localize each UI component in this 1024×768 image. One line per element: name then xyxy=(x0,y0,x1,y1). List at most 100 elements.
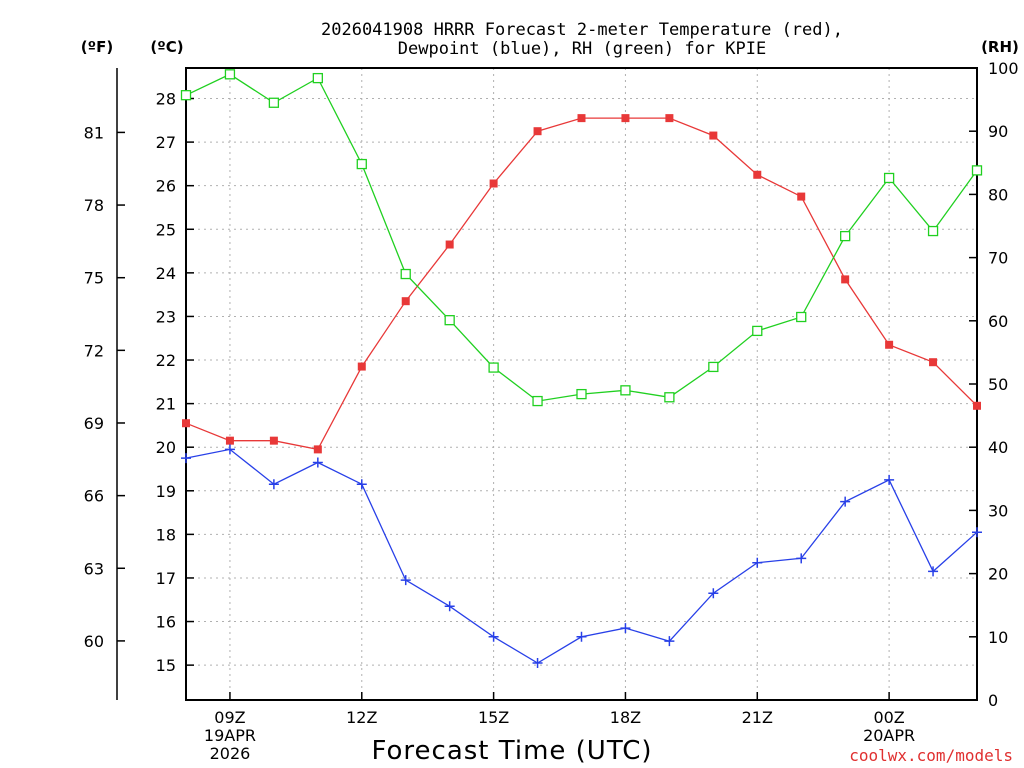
rh-point xyxy=(840,230,851,242)
temperature-point xyxy=(665,114,674,123)
rh-point xyxy=(664,392,675,403)
rh-tick-label: 70 xyxy=(988,249,1008,268)
rh-point xyxy=(312,72,323,84)
fahrenheit-tick-label: 63 xyxy=(84,559,104,578)
dewpoint-point xyxy=(928,566,939,577)
dewpoint-point xyxy=(268,479,279,490)
rh-tick-label: 10 xyxy=(988,628,1008,647)
dewpoint-point xyxy=(884,474,895,485)
temperature-point xyxy=(841,275,850,284)
temperature-point xyxy=(489,179,498,188)
dewpoint-point xyxy=(664,636,675,647)
rh-tick-label: 100 xyxy=(988,59,1019,78)
rh-point xyxy=(356,158,367,170)
plot-frame xyxy=(185,67,978,701)
x-tick-label: 19APR xyxy=(204,726,256,745)
celsius-tick-label: 26 xyxy=(156,177,176,196)
rh-point xyxy=(488,362,499,373)
celsius-tick-label: 22 xyxy=(156,351,176,370)
dewpoint-point xyxy=(796,553,807,564)
celsius-tick-label: 23 xyxy=(156,307,176,326)
fahrenheit-tick-label: 75 xyxy=(84,269,104,288)
rh-line xyxy=(185,73,978,402)
fahrenheit-tick-label: 69 xyxy=(84,414,104,433)
rh-point xyxy=(883,172,895,184)
rh-point xyxy=(576,388,587,400)
rh-point xyxy=(444,315,455,326)
celsius-tick-label: 25 xyxy=(156,220,176,239)
temperature-point xyxy=(445,240,454,249)
celsius-tick-label: 17 xyxy=(156,569,176,588)
credit-text: coolwx.com/models xyxy=(849,746,1013,765)
rh-point xyxy=(971,165,983,176)
dewpoint-point xyxy=(972,527,982,538)
temperature-point xyxy=(797,192,806,201)
dewpoint-point xyxy=(488,631,499,642)
axis-ticks: 15 16 17 18 19 20 21 22 23 24 25 26 27 28 60 63 66 69 72 75… xyxy=(84,59,1019,763)
rh-tick-label: 0 xyxy=(988,691,998,710)
temperature-point xyxy=(709,131,718,140)
rh-point xyxy=(752,325,763,337)
temperature-point xyxy=(182,419,190,428)
temperature-point xyxy=(533,127,542,136)
celsius-tick-label: 16 xyxy=(156,613,176,632)
dewpoint-point xyxy=(400,575,411,586)
dewpoint-line xyxy=(185,448,978,664)
celsius-unit-label: (ºC) xyxy=(150,38,183,56)
temperature-point xyxy=(753,170,762,179)
celsius-tick-label: 27 xyxy=(156,133,176,152)
rh-unit-label: (RH) xyxy=(981,38,1019,56)
celsius-tick-label: 15 xyxy=(156,656,176,675)
rh-point xyxy=(796,311,807,323)
rh-point xyxy=(927,225,939,237)
celsius-tick-label: 24 xyxy=(156,264,176,283)
dewpoint-point xyxy=(312,457,323,468)
rh-point xyxy=(180,90,192,101)
rh-point xyxy=(268,97,280,108)
rh-tick-label: 60 xyxy=(988,312,1008,331)
rh-point xyxy=(620,385,631,396)
rh-point xyxy=(400,268,411,280)
fahrenheit-unit-label: (ºF) xyxy=(81,38,113,56)
temperature-point xyxy=(577,114,586,123)
data-series xyxy=(180,69,983,668)
celsius-tick-label: 19 xyxy=(156,482,176,501)
dewpoint-point xyxy=(620,623,631,634)
x-tick-label: 00Z xyxy=(873,708,904,727)
dewpoint-point xyxy=(752,557,763,568)
rh-tick-label: 40 xyxy=(988,438,1008,457)
gridlines xyxy=(186,68,977,700)
x-tick-label: 09Z xyxy=(214,708,245,727)
dewpoint-point xyxy=(356,479,367,490)
celsius-tick-label: 20 xyxy=(156,438,176,457)
temperature-point xyxy=(929,358,938,367)
temperature-point xyxy=(401,297,410,306)
dewpoint-point xyxy=(708,588,719,599)
x-axis-title: Forecast Time (UTC) xyxy=(371,736,652,766)
x-tick-label: 18Z xyxy=(610,708,641,727)
rh-point xyxy=(532,395,543,407)
celsius-tick-label: 18 xyxy=(156,525,176,544)
x-tick-label: 15Z xyxy=(478,708,509,727)
fahrenheit-tick-label: 78 xyxy=(84,196,104,215)
dewpoint-point xyxy=(840,496,851,507)
temperature-point xyxy=(225,436,234,445)
dewpoint-point xyxy=(444,601,455,612)
dewpoint-point xyxy=(532,657,543,668)
fahrenheit-tick-label: 60 xyxy=(84,632,104,651)
chart-title-line-2: Dewpoint (blue), RH (green) for KPIE xyxy=(398,39,766,59)
x-tick-label: 2026 xyxy=(210,744,251,763)
fahrenheit-tick-label: 72 xyxy=(84,341,104,360)
rh-point xyxy=(708,361,719,373)
dewpoint-point xyxy=(576,631,587,642)
temperature-point xyxy=(357,362,366,371)
temperature-line xyxy=(185,117,978,451)
dewpoint-point xyxy=(224,444,235,455)
rh-tick-label: 20 xyxy=(988,565,1008,584)
temperature-point xyxy=(973,401,981,410)
dewpoint-point xyxy=(181,453,191,464)
temperature-point xyxy=(269,436,278,445)
rh-tick-label: 80 xyxy=(988,185,1008,204)
rh-tick-label: 30 xyxy=(988,501,1008,520)
